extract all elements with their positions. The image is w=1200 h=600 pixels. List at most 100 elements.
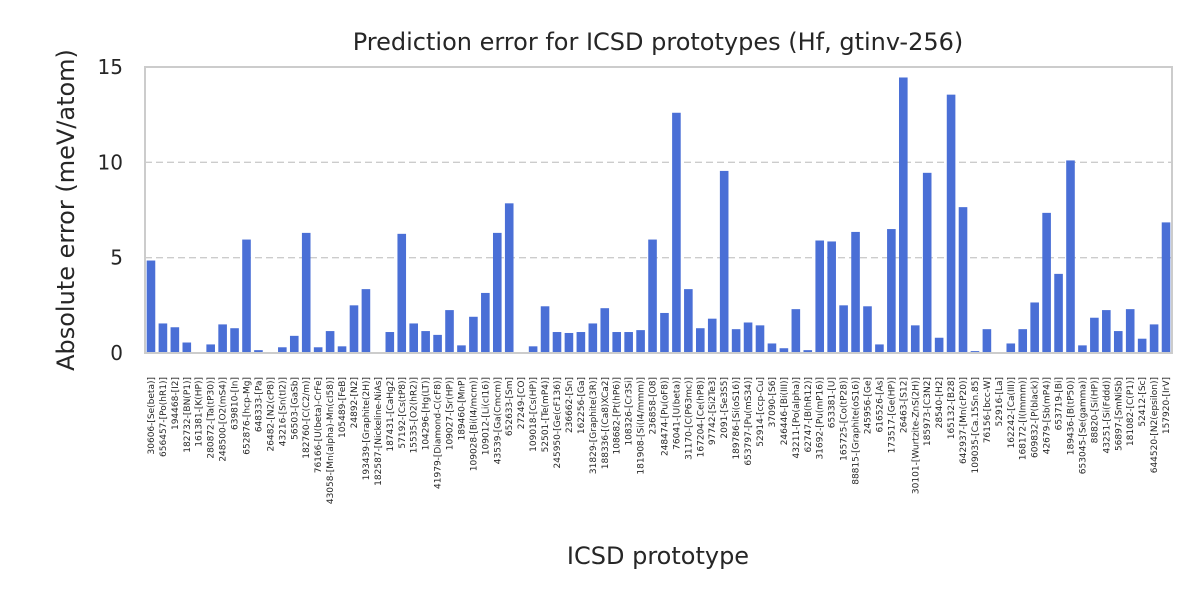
x-tick-label: 52412-[Sc] [1138, 377, 1148, 427]
gridlines [145, 161, 1172, 259]
x-tick-label: 168172-[I(Immm)] [1019, 377, 1029, 460]
bar [815, 240, 825, 353]
bar [1113, 331, 1123, 353]
bar [254, 350, 263, 353]
bar [349, 305, 359, 353]
bar [1137, 338, 1147, 353]
bar [946, 94, 956, 353]
bar [755, 325, 765, 353]
bar [1149, 324, 1159, 353]
x-tick-label: 157920-[IrV] [1162, 377, 1172, 434]
bar [421, 331, 430, 353]
plot-frame [144, 66, 1173, 354]
bar [779, 348, 789, 353]
x-tick-label: 24892-[N2] [350, 377, 360, 428]
bar [719, 170, 729, 353]
x-tick-label: 182587-[Nickeline-NiAs] [374, 377, 384, 486]
x-tick-label: 26463-[S12] [899, 377, 909, 433]
bar [863, 306, 872, 353]
bar [289, 335, 299, 353]
x-tick-label: 88820-[Si(HP)] [1090, 377, 1100, 443]
x-tick-label: 88815-[Graphite(oS16)] [852, 377, 862, 485]
x-tick-label: 37090-[S6] [768, 377, 778, 427]
y-axis-label: Absolute error (meV/atom) [52, 49, 80, 371]
bar [1125, 309, 1135, 353]
x-tick-label: 165132-[B28] [947, 377, 957, 439]
x-tick-label: 108326-[Cr3Si] [625, 377, 635, 446]
x-tick-label: 245950-[Ge(cF136)] [553, 377, 563, 468]
x-tick-labels: 30606-[Se(beta)] 656457-[Po(hR1)] 194468-[… [147, 377, 1172, 504]
x-tick-label: 185973-[C3N2] [923, 377, 933, 446]
x-tick-label: 52914-[ccp-Cu] [756, 377, 766, 447]
x-tick-label: 656457-[Po(hR1)] [159, 377, 169, 457]
bar [1006, 343, 1016, 353]
bars [146, 77, 1171, 353]
x-tick-label: 41979-[Diamond-C(cF8)] [434, 377, 444, 489]
bar [1090, 317, 1099, 353]
x-tick-label: 653797-[Pu(mS34)] [744, 377, 754, 466]
x-tick-label: 162242-[Ca(III)] [1007, 377, 1017, 448]
bar [182, 342, 192, 353]
bar [313, 347, 323, 353]
bar [934, 337, 944, 353]
x-tick-label: 188336-[(Ca8)XCa2] [601, 377, 611, 469]
x-tick-label: 236858-[O8] [649, 377, 659, 434]
x-tick-label: 43251-[Si(Fddd)] [1102, 377, 1112, 453]
x-tick-label: 15535-[O2(hR2)] [410, 377, 420, 453]
x-tick-label: 109035-[Ca.15Sn.85] [971, 377, 981, 473]
x-tick-label: 653045-[Se(gamma)] [1078, 377, 1088, 474]
bar [600, 308, 610, 353]
bar [731, 329, 741, 353]
bar [218, 324, 227, 353]
bar [1102, 310, 1111, 353]
x-tick-label: 182732-[BN(P1)] [183, 377, 193, 453]
x-tick-label: 108682-[Pt(hP6)] [613, 377, 623, 454]
bar [803, 350, 813, 353]
bar [1042, 212, 1051, 353]
x-tick-label: 43216-[Sn(tI2)] [278, 377, 288, 446]
bar [899, 77, 908, 353]
x-tick-label: 189460-[MnP] [457, 377, 467, 441]
bar [409, 323, 418, 353]
bar [504, 203, 514, 353]
x-tick-label: 648333-[Pa] [254, 377, 264, 432]
x-tick-label: 236662-[Sn] [565, 377, 575, 433]
x-tick-label: 105489-[FeB] [338, 377, 348, 438]
bar [827, 241, 836, 353]
bar [1161, 222, 1171, 353]
bar [278, 347, 287, 353]
bar [552, 332, 562, 353]
bar [170, 327, 180, 353]
x-tick-label: 42679-[Sb(mP4)] [1043, 377, 1053, 454]
bar [206, 344, 215, 353]
x-tick-label: 109028-[Bi(I4/mcm)] [469, 377, 479, 471]
bar [146, 260, 156, 353]
x-tick-label: 161381-[K(HP)] [195, 377, 205, 447]
x-tick-label: 165725-[Co(tP28)] [840, 377, 850, 461]
bar [875, 344, 884, 353]
bar [839, 305, 848, 353]
x-tick-label: 189786-[Si(oS16)] [732, 377, 742, 460]
bar [887, 229, 896, 353]
bar [982, 329, 992, 353]
x-tick-label: 57192-[Cs(tP8)] [398, 377, 408, 449]
bar [481, 292, 490, 353]
bar [588, 323, 598, 353]
x-tick-label: 109018-[Cs(HP)] [529, 377, 539, 452]
bar [433, 334, 442, 353]
bar [851, 231, 860, 353]
bar [612, 332, 622, 353]
chart-title: Prediction error for ICSD prototypes (Hf… [353, 28, 964, 56]
x-tick-label: 109027-[Sr(HP)] [446, 377, 456, 450]
x-tick-label: 76166-[U(beta)-CrFe] [314, 377, 324, 473]
x-tick-label: 62747-[B(hR12)] [804, 377, 814, 453]
x-tick-label: 653719-[Bi] [1055, 377, 1065, 430]
x-tick-label: 609832-[P(black)] [1031, 377, 1041, 458]
x-tick-label: 28540-[H2] [935, 377, 945, 428]
bar [1018, 329, 1028, 353]
x-tick-label: 31692-[Pu(mP16)] [816, 377, 826, 460]
x-tick-label: 2091-[Se3S5] [720, 377, 730, 439]
x-tick-label: 245956-[Ge] [863, 377, 873, 434]
x-tick-label: 181908-[Si(I4/mmm)] [637, 377, 647, 475]
